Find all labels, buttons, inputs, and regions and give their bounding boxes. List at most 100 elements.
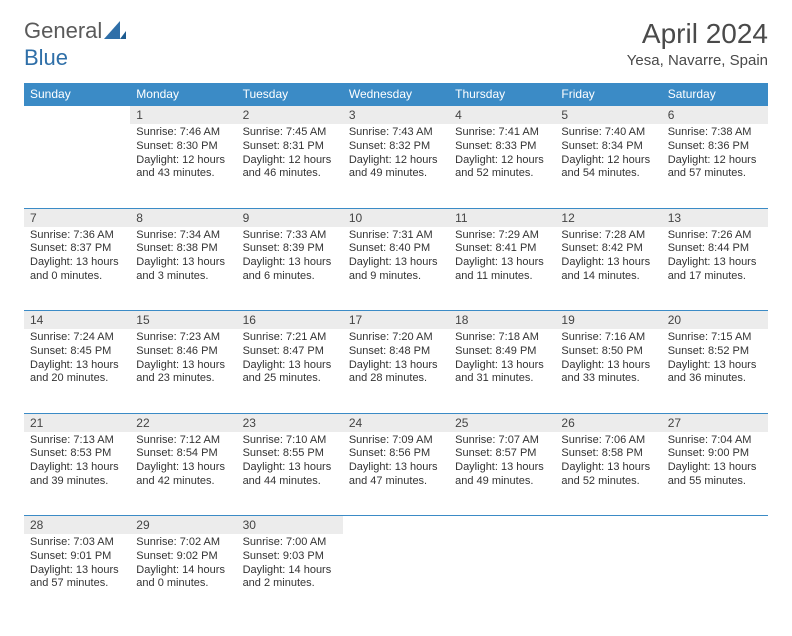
day-cell: Sunrise: 7:43 AMSunset: 8:32 PMDaylight:… <box>343 124 449 208</box>
sunset-line: Sunset: 8:49 PM <box>455 345 549 359</box>
calendar-page: GeneralBlue April 2024 Yesa, Navarre, Sp… <box>0 0 792 636</box>
day-number-cell: 11 <box>449 208 555 227</box>
day-number-cell: 14 <box>24 311 130 330</box>
day-cell: Sunrise: 7:03 AMSunset: 9:01 PMDaylight:… <box>24 534 130 618</box>
daylight-line: Daylight: 13 hours <box>561 359 655 373</box>
day-header: Sunday <box>24 83 130 106</box>
day-details: Sunrise: 7:45 AMSunset: 8:31 PMDaylight:… <box>237 124 343 187</box>
daylight-line: and 44 minutes. <box>243 475 337 489</box>
daylight-line: Daylight: 13 hours <box>349 359 443 373</box>
sail-icon <box>104 19 126 45</box>
day-cell: Sunrise: 7:00 AMSunset: 9:03 PMDaylight:… <box>237 534 343 618</box>
daylight-line: Daylight: 12 hours <box>349 154 443 168</box>
daylight-line: and 6 minutes. <box>243 270 337 284</box>
day-number-cell: 13 <box>662 208 768 227</box>
day-details: Sunrise: 7:31 AMSunset: 8:40 PMDaylight:… <box>343 227 449 290</box>
daylight-line: and 47 minutes. <box>349 475 443 489</box>
day-number-cell <box>555 516 661 535</box>
day-number-cell: 10 <box>343 208 449 227</box>
day-details: Sunrise: 7:26 AMSunset: 8:44 PMDaylight:… <box>662 227 768 290</box>
sunrise-line: Sunrise: 7:16 AM <box>561 331 655 345</box>
daylight-line: Daylight: 13 hours <box>349 461 443 475</box>
daylight-line: Daylight: 13 hours <box>561 461 655 475</box>
sunset-line: Sunset: 8:41 PM <box>455 242 549 256</box>
day-number-cell: 22 <box>130 413 236 432</box>
day-content-row: Sunrise: 7:36 AMSunset: 8:37 PMDaylight:… <box>24 227 768 311</box>
day-number-cell: 21 <box>24 413 130 432</box>
day-header: Saturday <box>662 83 768 106</box>
day-details: Sunrise: 7:38 AMSunset: 8:36 PMDaylight:… <box>662 124 768 187</box>
sunset-line: Sunset: 8:34 PM <box>561 140 655 154</box>
day-cell: Sunrise: 7:06 AMSunset: 8:58 PMDaylight:… <box>555 432 661 516</box>
day-cell: Sunrise: 7:12 AMSunset: 8:54 PMDaylight:… <box>130 432 236 516</box>
calendar-body: 123456Sunrise: 7:46 AMSunset: 8:30 PMDay… <box>24 106 768 619</box>
day-details: Sunrise: 7:03 AMSunset: 9:01 PMDaylight:… <box>24 534 130 597</box>
day-cell: Sunrise: 7:23 AMSunset: 8:46 PMDaylight:… <box>130 329 236 413</box>
sunrise-line: Sunrise: 7:46 AM <box>136 126 230 140</box>
sunset-line: Sunset: 8:38 PM <box>136 242 230 256</box>
sunrise-line: Sunrise: 7:34 AM <box>136 229 230 243</box>
daylight-line: Daylight: 13 hours <box>455 461 549 475</box>
day-details: Sunrise: 7:36 AMSunset: 8:37 PMDaylight:… <box>24 227 130 290</box>
logo-word-blue: Blue <box>24 45 68 70</box>
day-cell: Sunrise: 7:29 AMSunset: 8:41 PMDaylight:… <box>449 227 555 311</box>
day-header: Thursday <box>449 83 555 106</box>
sunset-line: Sunset: 9:02 PM <box>136 550 230 564</box>
day-details: Sunrise: 7:46 AMSunset: 8:30 PMDaylight:… <box>130 124 236 187</box>
daylight-line: and 57 minutes. <box>668 167 762 181</box>
day-cell <box>343 534 449 618</box>
daylight-line: and 31 minutes. <box>455 372 549 386</box>
day-details: Sunrise: 7:00 AMSunset: 9:03 PMDaylight:… <box>237 534 343 597</box>
day-number-cell: 17 <box>343 311 449 330</box>
sunset-line: Sunset: 8:48 PM <box>349 345 443 359</box>
day-cell: Sunrise: 7:15 AMSunset: 8:52 PMDaylight:… <box>662 329 768 413</box>
day-header: Monday <box>130 83 236 106</box>
day-cell: Sunrise: 7:28 AMSunset: 8:42 PMDaylight:… <box>555 227 661 311</box>
day-cell: Sunrise: 7:36 AMSunset: 8:37 PMDaylight:… <box>24 227 130 311</box>
day-cell: Sunrise: 7:07 AMSunset: 8:57 PMDaylight:… <box>449 432 555 516</box>
day-details: Sunrise: 7:18 AMSunset: 8:49 PMDaylight:… <box>449 329 555 392</box>
day-number-row: 123456 <box>24 106 768 125</box>
daylight-line: Daylight: 13 hours <box>136 461 230 475</box>
day-number-cell: 8 <box>130 208 236 227</box>
day-cell: Sunrise: 7:41 AMSunset: 8:33 PMDaylight:… <box>449 124 555 208</box>
day-number-cell: 29 <box>130 516 236 535</box>
daylight-line: Daylight: 13 hours <box>455 359 549 373</box>
day-number-cell: 24 <box>343 413 449 432</box>
day-cell <box>555 534 661 618</box>
daylight-line: Daylight: 13 hours <box>30 564 124 578</box>
day-cell: Sunrise: 7:20 AMSunset: 8:48 PMDaylight:… <box>343 329 449 413</box>
day-details: Sunrise: 7:09 AMSunset: 8:56 PMDaylight:… <box>343 432 449 495</box>
day-number-row: 21222324252627 <box>24 413 768 432</box>
sunrise-line: Sunrise: 7:20 AM <box>349 331 443 345</box>
sunrise-line: Sunrise: 7:24 AM <box>30 331 124 345</box>
sunrise-line: Sunrise: 7:36 AM <box>30 229 124 243</box>
day-cell <box>24 124 130 208</box>
day-cell <box>662 534 768 618</box>
daylight-line: and 36 minutes. <box>668 372 762 386</box>
day-number-cell <box>662 516 768 535</box>
day-number-cell: 6 <box>662 106 768 125</box>
sunrise-line: Sunrise: 7:07 AM <box>455 434 549 448</box>
day-cell: Sunrise: 7:16 AMSunset: 8:50 PMDaylight:… <box>555 329 661 413</box>
sunset-line: Sunset: 8:46 PM <box>136 345 230 359</box>
day-details: Sunrise: 7:43 AMSunset: 8:32 PMDaylight:… <box>343 124 449 187</box>
sunset-line: Sunset: 8:44 PM <box>668 242 762 256</box>
sunset-line: Sunset: 8:32 PM <box>349 140 443 154</box>
daylight-line: Daylight: 12 hours <box>243 154 337 168</box>
sunset-line: Sunset: 8:55 PM <box>243 447 337 461</box>
day-details: Sunrise: 7:10 AMSunset: 8:55 PMDaylight:… <box>237 432 343 495</box>
daylight-line: and 33 minutes. <box>561 372 655 386</box>
daylight-line: Daylight: 13 hours <box>668 359 762 373</box>
sunrise-line: Sunrise: 7:18 AM <box>455 331 549 345</box>
day-number-cell: 25 <box>449 413 555 432</box>
daylight-line: Daylight: 13 hours <box>561 256 655 270</box>
sunrise-line: Sunrise: 7:21 AM <box>243 331 337 345</box>
day-details: Sunrise: 7:23 AMSunset: 8:46 PMDaylight:… <box>130 329 236 392</box>
day-cell: Sunrise: 7:18 AMSunset: 8:49 PMDaylight:… <box>449 329 555 413</box>
daylight-line: and 11 minutes. <box>455 270 549 284</box>
logo: GeneralBlue <box>24 18 126 71</box>
daylight-line: and 25 minutes. <box>243 372 337 386</box>
day-number-cell: 4 <box>449 106 555 125</box>
day-cell: Sunrise: 7:38 AMSunset: 8:36 PMDaylight:… <box>662 124 768 208</box>
